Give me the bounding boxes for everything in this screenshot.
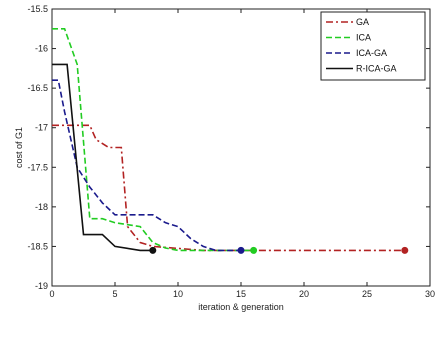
y-axis-label: cost of G1 (14, 127, 24, 168)
legend-entry: ICA (356, 33, 371, 43)
series-line-ga (52, 124, 405, 252)
y-tick-label: -16 (35, 44, 48, 54)
legend-entry: ICA-GA (356, 48, 387, 58)
series-line-ica (52, 27, 254, 252)
series-line-r-ica-ga (52, 63, 153, 252)
series-end-marker-ica (250, 246, 258, 254)
x-tick-label: 25 (362, 289, 372, 299)
y-tick-label: -18.5 (27, 241, 48, 251)
y-tick-label: -19 (35, 281, 48, 291)
x-tick-label: 0 (49, 289, 54, 299)
series-layer (52, 27, 409, 254)
series-end-marker-ica-ga (237, 246, 245, 254)
series-end-marker-ga (401, 246, 409, 254)
series-end-marker-r-ica-ga (149, 246, 157, 254)
x-tick-label: 30 (425, 289, 435, 299)
x-tick-label: 20 (299, 289, 309, 299)
y-tick-label: -17.5 (27, 162, 48, 172)
y-tick-label: -16.5 (27, 83, 48, 93)
y-tick-label: -18 (35, 202, 48, 212)
axis-ticks: 0 5 10 15 20 25 30 -15.5 -16 -16.5 -17 -17.5 -18 -18.… (27, 4, 435, 299)
x-tick-label: 10 (173, 289, 183, 299)
y-tick-label: -17 (35, 123, 48, 133)
x-tick-label: 5 (112, 289, 117, 299)
series-line-ica-ga (52, 79, 241, 252)
x-tick-label: 15 (236, 289, 246, 299)
x-axis-label: iteration & generation (198, 302, 284, 312)
legend: GA ICA ICA-GA R-ICA-GA (320, 11, 426, 81)
y-tick-label: -15.5 (27, 4, 48, 14)
legend-entry: GA (356, 17, 369, 27)
legend-entry: R-ICA-GA (356, 64, 397, 74)
